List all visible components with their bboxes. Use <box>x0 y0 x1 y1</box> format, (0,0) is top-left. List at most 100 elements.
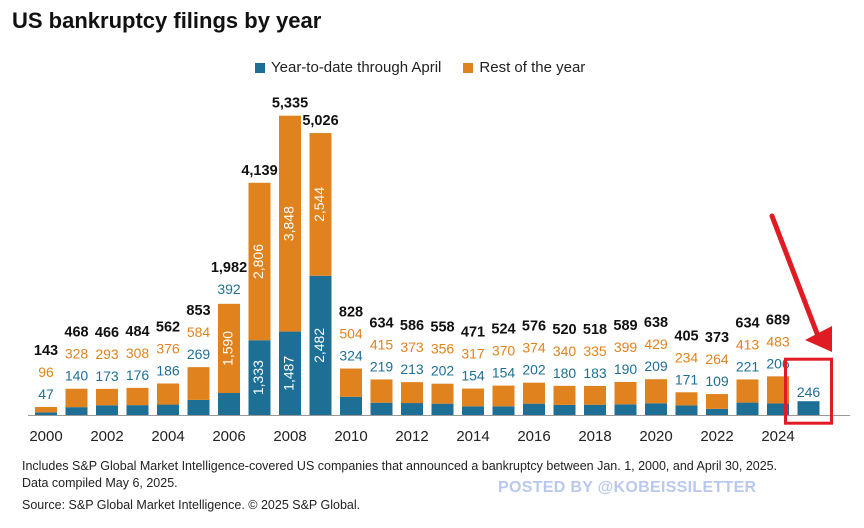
bar-ytd-2024 <box>767 403 789 415</box>
ytd-label-2012: 213 <box>400 361 424 377</box>
bar-ytd-2018 <box>584 404 606 415</box>
bar-ytd-2025 <box>797 401 820 415</box>
rest-label-2008: 3,848 <box>281 206 297 241</box>
x-tick-label-2004: 2004 <box>151 428 184 445</box>
bar-ytd-2017 <box>553 404 576 415</box>
bar-ytd-2003 <box>126 405 149 415</box>
x-tick-label-2022: 2022 <box>700 428 733 445</box>
ytd-label-2021: 171 <box>675 371 699 387</box>
rest-label-2015: 370 <box>492 343 516 359</box>
total-label-2016: 576 <box>522 319 546 335</box>
x-tick-label-2000: 2000 <box>29 428 62 445</box>
bar-ytd-2001 <box>65 407 88 415</box>
bar-rest-2004 <box>157 383 179 405</box>
ytd-label-2001: 140 <box>65 368 89 384</box>
total-label-2010: 828 <box>339 305 363 321</box>
rest-label-2014: 317 <box>461 346 485 362</box>
bar-ytd-2010 <box>340 396 362 415</box>
rest-label-2010: 504 <box>339 326 363 342</box>
rest-label-2011: 415 <box>370 336 394 352</box>
rest-label-2006: 1,590 <box>220 331 236 366</box>
bar-ytd-2012 <box>401 403 423 415</box>
bar-rest-2000 <box>35 406 57 413</box>
chart-title: US bankruptcy filings by year <box>12 8 322 33</box>
bar-rest-2016 <box>523 382 545 404</box>
bar-ytd-2009 <box>309 275 332 415</box>
total-label-2012: 586 <box>400 318 424 334</box>
bar-ytd-2004 <box>157 404 179 415</box>
x-tick-label-2010: 2010 <box>334 428 367 445</box>
bar-ytd-2013 <box>431 403 454 415</box>
ytd-label-2025: 246 <box>797 384 821 400</box>
rest-label-2024: 483 <box>766 333 790 349</box>
rest-label-2007: 2,806 <box>250 244 266 279</box>
ytd-label-2017: 180 <box>553 365 577 381</box>
ytd-label-2015: 154 <box>492 365 516 381</box>
ytd-label-2008: 1,487 <box>281 356 297 391</box>
ytd-label-2003: 176 <box>126 367 150 383</box>
bar-rest-2002 <box>96 388 118 406</box>
ytd-label-2009: 2,482 <box>311 328 327 363</box>
bar-rest-2003 <box>126 387 149 406</box>
arrow-head <box>805 326 832 352</box>
bar-rest-2021 <box>675 392 698 406</box>
ytd-label-2002: 173 <box>95 368 119 384</box>
bar-rest-2008 <box>279 115 301 332</box>
bar-rest-2005 <box>187 367 210 400</box>
rest-label-2013: 356 <box>431 341 455 357</box>
ytd-label-2018: 183 <box>583 365 607 381</box>
bar-ytd-2019 <box>614 404 637 415</box>
ytd-label-2020: 209 <box>644 358 668 374</box>
ytd-label-2013: 202 <box>431 363 455 379</box>
bar-rest-2013 <box>431 383 454 404</box>
bar-rest-2011 <box>370 379 393 403</box>
bar-rest-2014 <box>462 388 484 407</box>
rest-label-2009: 2,544 <box>311 187 327 222</box>
total-label-2015: 524 <box>491 322 515 338</box>
bar-ytd-2006 <box>218 393 240 415</box>
total-label-2008: 5,335 <box>272 96 308 112</box>
legend-item-rest: Rest of the year <box>463 59 585 76</box>
rest-label-2000: 96 <box>38 364 54 380</box>
rest-label-2004: 376 <box>156 340 180 356</box>
bar-ytd-2014 <box>462 406 484 415</box>
total-label-2023: 634 <box>735 315 759 331</box>
highlight-box <box>784 357 833 425</box>
bar-rest-2015 <box>492 385 515 407</box>
total-label-2024: 689 <box>766 312 790 328</box>
total-label-2000: 143 <box>34 343 58 359</box>
bar-rest-2022 <box>706 394 728 409</box>
bar-rest-2012 <box>401 382 423 404</box>
total-label-2017: 520 <box>552 322 576 338</box>
bar-rest-2006 <box>218 303 240 394</box>
x-tick-label-2024: 2024 <box>761 428 794 445</box>
bar-ytd-2007 <box>248 340 271 415</box>
ytd-label-2000: 47 <box>38 386 54 402</box>
rest-label-2005: 584 <box>187 324 211 340</box>
total-label-2021: 405 <box>674 328 698 344</box>
x-tick-label-2012: 2012 <box>395 428 428 445</box>
x-tick-label-2006: 2006 <box>212 428 245 445</box>
bar-rest-2010 <box>340 368 362 397</box>
rest-label-2021: 234 <box>675 349 699 365</box>
ytd-label-2014: 154 <box>461 368 485 384</box>
bar-ytd-2016 <box>523 403 545 415</box>
rest-label-2023: 413 <box>736 336 760 352</box>
total-label-2005: 853 <box>186 303 210 319</box>
watermark: POSTED BY @KOBEISSILETTER <box>498 479 757 496</box>
bar-ytd-2020 <box>645 403 667 415</box>
ytd-label-2005: 269 <box>187 346 211 362</box>
ytd-label-2011: 219 <box>370 358 394 374</box>
bar-rest-2009 <box>309 133 332 276</box>
bar-ytd-2021 <box>675 405 698 415</box>
rest-label-2003: 308 <box>126 345 150 361</box>
legend-item-ytd: Year-to-date through April <box>255 59 441 76</box>
bar-ytd-2023 <box>736 402 759 415</box>
arrow-shaft <box>769 213 821 339</box>
ytd-label-2007: 1,333 <box>250 360 266 395</box>
rest-label-2002: 293 <box>95 346 119 362</box>
ytd-label-2016: 202 <box>522 362 546 378</box>
total-label-2009: 5,026 <box>302 113 338 129</box>
total-label-2003: 484 <box>125 324 149 340</box>
total-label-2007: 4,139 <box>241 163 277 179</box>
